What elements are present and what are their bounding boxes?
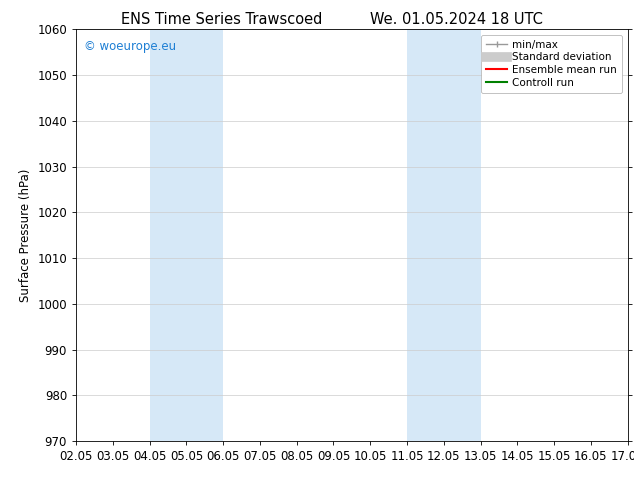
Bar bbox=[407, 29, 481, 441]
Legend: min/max, Standard deviation, Ensemble mean run, Controll run: min/max, Standard deviation, Ensemble me… bbox=[481, 35, 623, 93]
Bar bbox=[150, 29, 223, 441]
Text: © woeurope.eu: © woeurope.eu bbox=[84, 40, 176, 53]
Text: ENS Time Series Trawscoed: ENS Time Series Trawscoed bbox=[121, 12, 323, 27]
Y-axis label: Surface Pressure (hPa): Surface Pressure (hPa) bbox=[19, 169, 32, 302]
Text: We. 01.05.2024 18 UTC: We. 01.05.2024 18 UTC bbox=[370, 12, 543, 27]
